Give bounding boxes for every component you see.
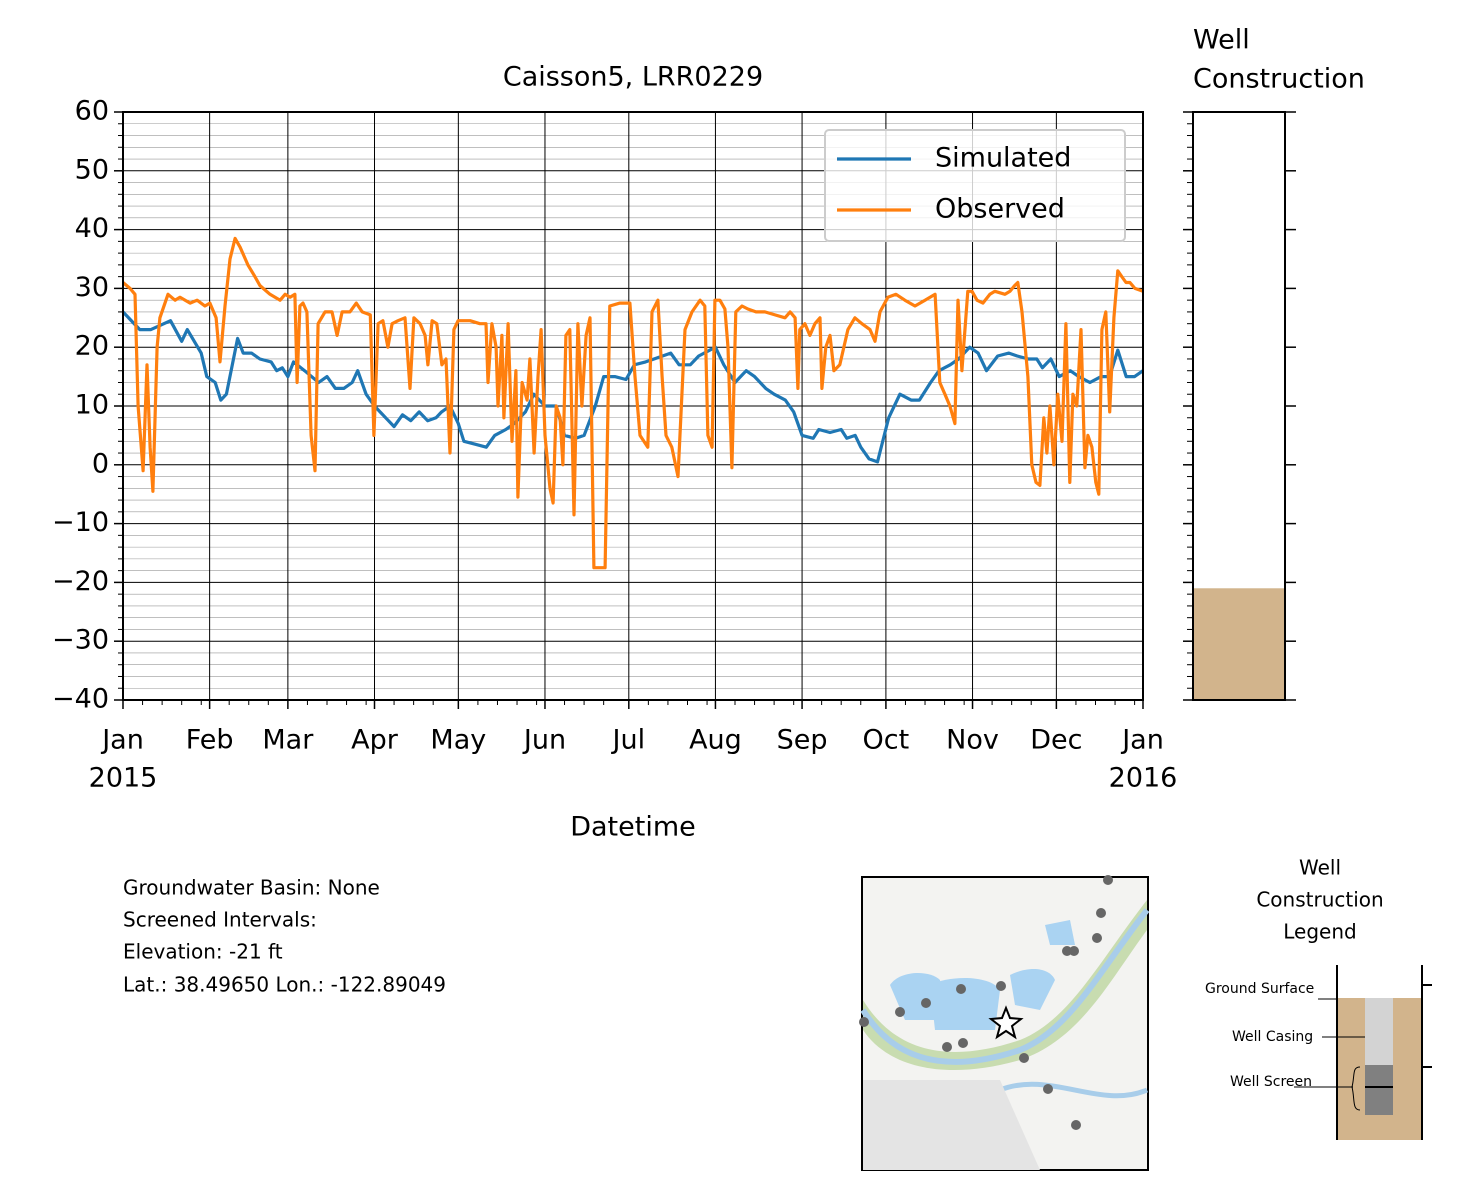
y-tick-label: −10	[52, 507, 109, 538]
plot-area: −40 −30 −20 −10 0 10 20 30 40 50 60 Jan Feb Mar Apr May…	[52, 96, 1296, 794]
y-tick-label: −40	[52, 684, 109, 715]
info-line: Lat.: 38.49650 Lon.: -122.89049	[123, 973, 446, 997]
y-tick-label: 60	[75, 96, 109, 127]
info-line: Elevation: -21 ft	[123, 940, 283, 964]
series-line	[121, 236, 1144, 570]
x-axis-label: Datetime	[570, 812, 696, 843]
chart-title: Caisson5, LRR0229	[503, 62, 763, 93]
well-frame	[1192, 111, 1286, 701]
y-tick-label: 50	[75, 154, 109, 185]
x-tick-label: Dec	[1030, 725, 1082, 756]
info: Groundwater Basin: None Screened Interva…	[123, 876, 446, 997]
x-tick-label: Jun	[522, 725, 566, 756]
legend-diagram-label: Well Screen	[1230, 1074, 1312, 1090]
map	[859, 875, 1150, 1171]
x-tick-label: Aug	[689, 725, 742, 756]
info-line: Groundwater Basin: None	[123, 876, 380, 900]
legend-diagram-label: Ground Surface	[1205, 981, 1314, 997]
x-tick-label: Feb	[186, 725, 234, 756]
legend-diagram: Well Construction Legend Ground Surface …	[1205, 856, 1432, 1140]
legend-diagram-title: Well	[1299, 856, 1341, 880]
x-tick-label: Oct	[863, 725, 910, 756]
y-tick-label: −30	[52, 625, 109, 656]
x-year-label: 2015	[89, 763, 158, 794]
well-title: Well	[1193, 25, 1250, 56]
x-tick-label: Apr	[351, 725, 399, 756]
legend-diagram-label: Well Casing	[1232, 1029, 1313, 1045]
series-line	[121, 310, 1144, 464]
legend-diagram-title: Construction	[1256, 888, 1383, 912]
x-tick-label: Sep	[777, 725, 828, 756]
x-tick-label: Jan	[1120, 725, 1164, 756]
x-tick-label: Mar	[262, 725, 314, 756]
y-tick-label: 30	[75, 272, 109, 303]
x-tick-label: Jan	[100, 725, 144, 756]
y-tick-label: 20	[75, 331, 109, 362]
info-line: Screened Intervals:	[123, 908, 317, 932]
x-tick-label: May	[430, 725, 486, 756]
y-tick-label: −20	[52, 566, 109, 597]
legend-diagram-title: Legend	[1283, 920, 1356, 944]
well-title: Construction	[1193, 64, 1365, 95]
y-tick-label: 0	[92, 448, 109, 479]
x-tick-label: Jul	[611, 725, 646, 756]
well-fill	[1193, 588, 1285, 700]
x-year-label: 2016	[1109, 763, 1178, 794]
y-tick-label: 40	[75, 213, 109, 244]
y-tick-label: 10	[75, 390, 109, 421]
legend-label: Simulated	[935, 143, 1071, 174]
legend-label: Observed	[935, 194, 1065, 225]
plot-frame	[122, 111, 1144, 701]
x-tick-label: Nov	[946, 725, 999, 756]
